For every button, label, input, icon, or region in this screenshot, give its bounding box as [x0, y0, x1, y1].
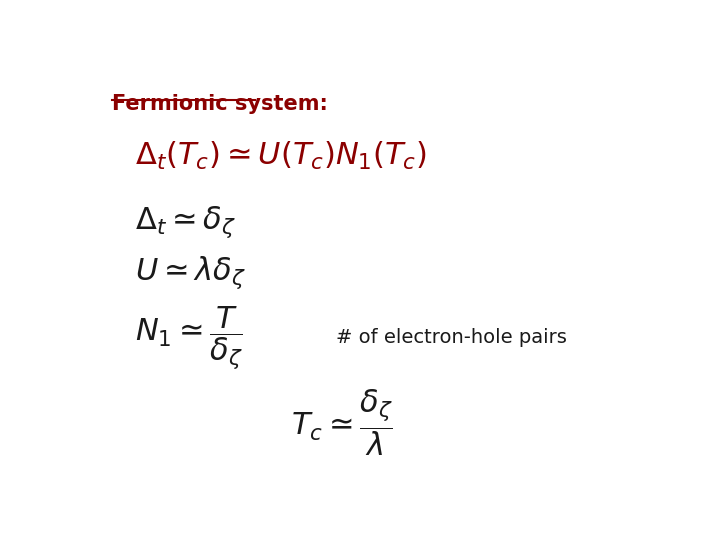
Text: $T_c \simeq \dfrac{\delta_\zeta}{\lambda}$: $T_c \simeq \dfrac{\delta_\zeta}{\lambda… — [291, 387, 393, 458]
Text: # of electron-hole pairs: # of electron-hole pairs — [336, 328, 567, 347]
Text: $U \simeq \lambda\delta_\zeta$: $U \simeq \lambda\delta_\zeta$ — [135, 254, 246, 291]
Text: $\Delta_t(T_c) \simeq U(T_c)N_1(T_c)$: $\Delta_t(T_c) \simeq U(T_c)N_1(T_c)$ — [135, 140, 426, 172]
Text: Fermionic system:: Fermionic system: — [112, 94, 328, 114]
Text: $\Delta_t \simeq \delta_\zeta$: $\Delta_t \simeq \delta_\zeta$ — [135, 205, 235, 240]
Text: $N_1 \simeq \dfrac{T}{\delta_\zeta}$: $N_1 \simeq \dfrac{T}{\delta_\zeta}$ — [135, 304, 243, 370]
